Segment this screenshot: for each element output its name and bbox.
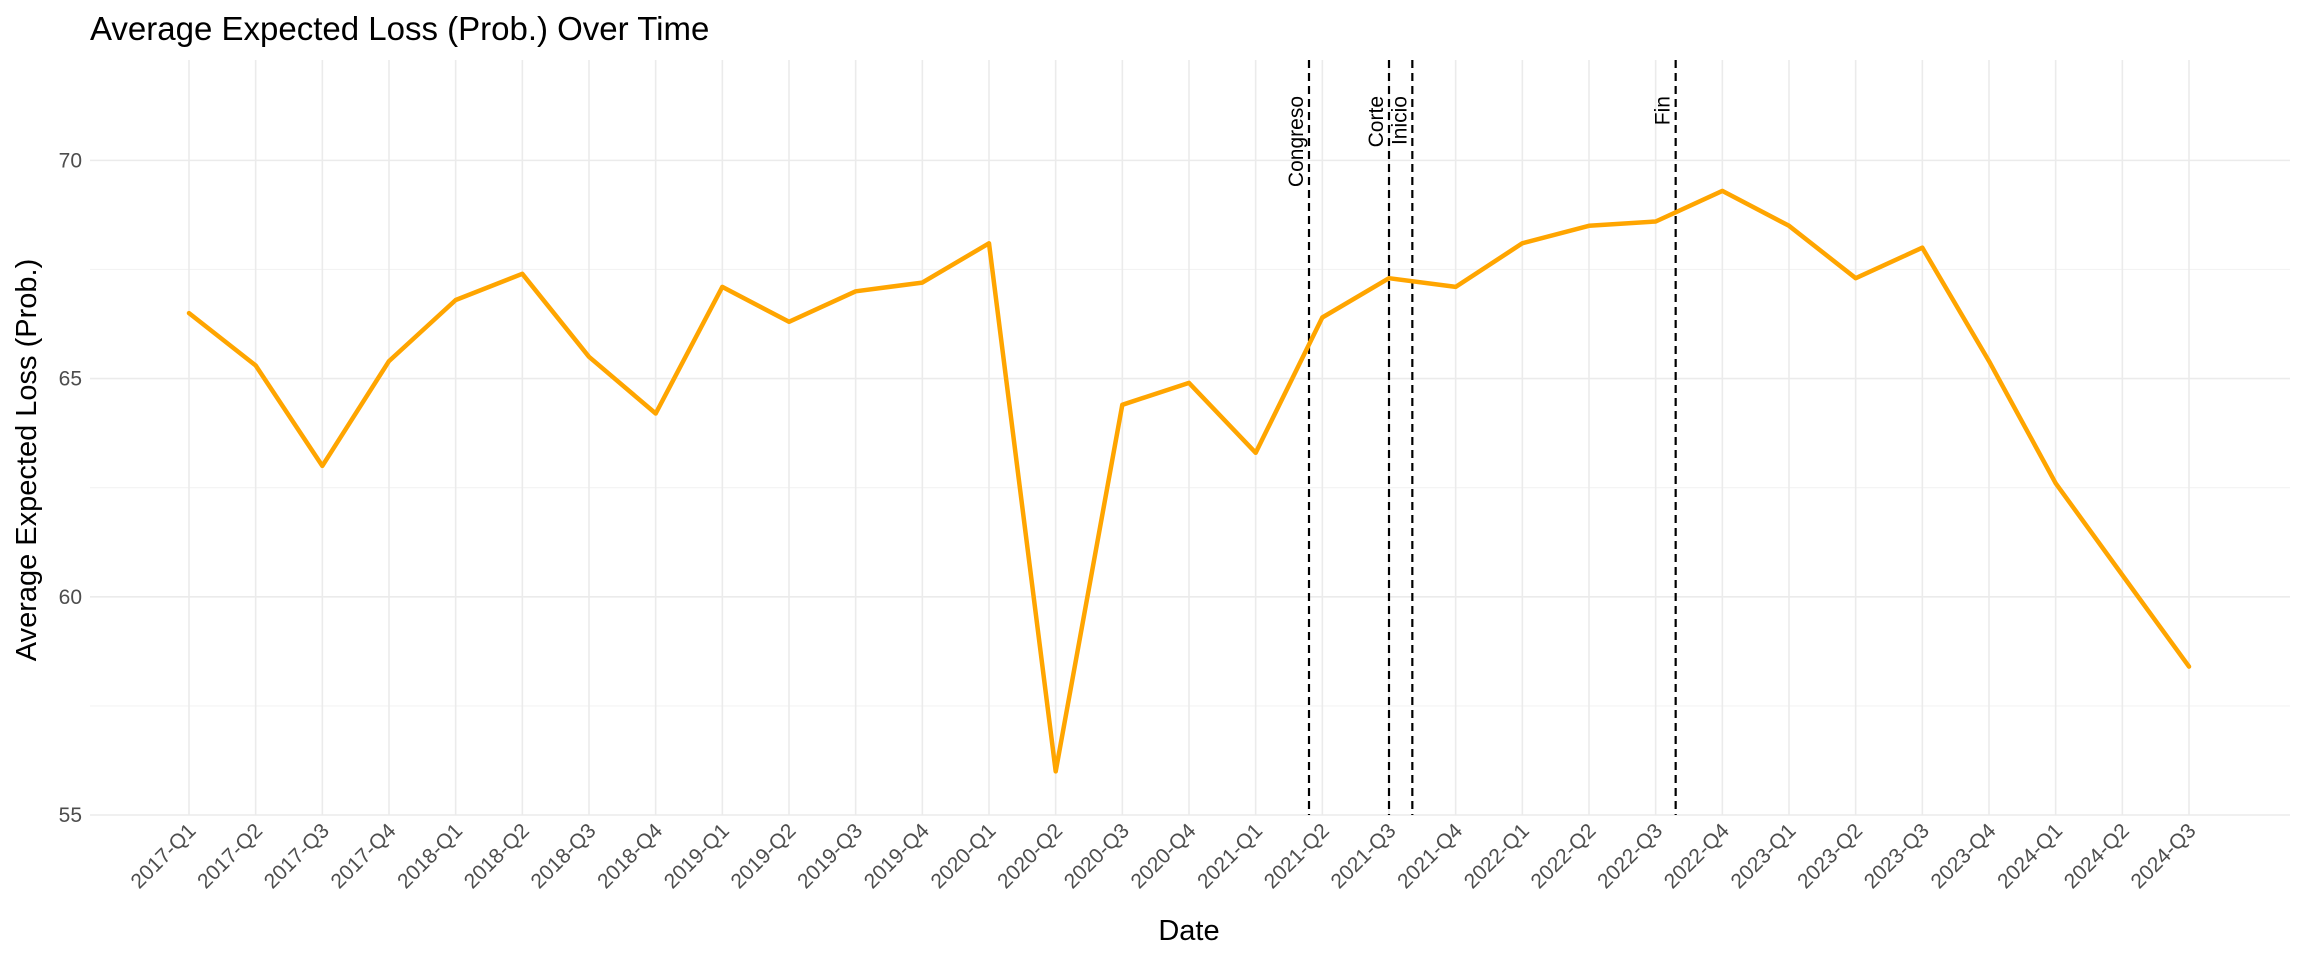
series-layer <box>186 188 2192 774</box>
x-tick-label: 2020-Q2 <box>993 819 1067 893</box>
x-tick-label: 2018-Q1 <box>393 819 467 893</box>
x-tick-label: 2024-Q1 <box>1993 819 2067 893</box>
x-tick-label: 2019-Q1 <box>660 819 734 893</box>
x-tick-label: 2023-Q2 <box>1793 819 1867 893</box>
x-tick-label: 2021-Q3 <box>1326 819 1400 893</box>
x-tick-label: 2019-Q3 <box>793 819 867 893</box>
x-tick-label: 2018-Q2 <box>460 819 534 893</box>
y-tick-label: 70 <box>59 149 82 172</box>
x-tick-label: 2020-Q3 <box>1060 819 1134 893</box>
y-tick-label: 65 <box>59 368 82 391</box>
x-axis-title: Date <box>1158 915 1219 947</box>
x-tick-label: 2017-Q3 <box>260 819 334 893</box>
x-tick-label: 2020-Q4 <box>1126 819 1200 893</box>
event-line-label: Fin <box>1652 96 1675 125</box>
x-tick-label: 2018-Q3 <box>526 819 600 893</box>
x-tick-label: 2021-Q1 <box>1193 819 1267 893</box>
x-tick-label: 2020-Q1 <box>926 819 1000 893</box>
x-tick-label: 2023-Q3 <box>1860 819 1934 893</box>
x-tick-label: 2022-Q3 <box>1593 819 1667 893</box>
x-tick-label: 2017-Q4 <box>326 819 400 893</box>
series-line <box>186 188 2192 774</box>
x-tick-label: 2024-Q3 <box>2126 819 2200 893</box>
x-tick-label: 2018-Q4 <box>593 819 667 893</box>
x-tick-label: 2022-Q1 <box>1460 819 1534 893</box>
y-axis: 55 60 65 70 <box>59 149 82 827</box>
x-tick-label: 2017-Q1 <box>126 819 200 893</box>
y-tick-label: 60 <box>59 586 82 609</box>
x-tick-label: 2021-Q2 <box>1260 819 1334 893</box>
event-line-label: Congreso <box>1285 96 1308 187</box>
event-lines: Congreso Corte Inicio Fin <box>1285 60 1677 815</box>
event-line-label: Corte <box>1365 96 1388 147</box>
x-tick-label: 2023-Q1 <box>1726 819 1800 893</box>
event-line-label: Inicio <box>1388 96 1411 145</box>
x-tick-label: 2017-Q2 <box>193 819 267 893</box>
x-tick-label: 2022-Q2 <box>1526 819 1600 893</box>
x-tick-label: 2024-Q2 <box>2060 819 2134 893</box>
chart-title: Average Expected Loss (Prob.) Over Time <box>90 10 709 47</box>
y-tick-label: 55 <box>59 804 82 827</box>
x-tick-label: 2019-Q4 <box>860 819 934 893</box>
y-axis-title: Average Expected Loss (Prob.) <box>11 259 43 661</box>
x-tick-label: 2019-Q2 <box>726 819 800 893</box>
x-axis: 2017-Q12017-Q22017-Q32017-Q42018-Q12018-… <box>126 819 2200 893</box>
grid <box>90 60 2290 816</box>
x-tick-label: 2023-Q4 <box>1926 819 2000 893</box>
x-tick-label: 2021-Q4 <box>1393 819 1467 893</box>
x-tick-label: 2022-Q4 <box>1660 819 1734 893</box>
